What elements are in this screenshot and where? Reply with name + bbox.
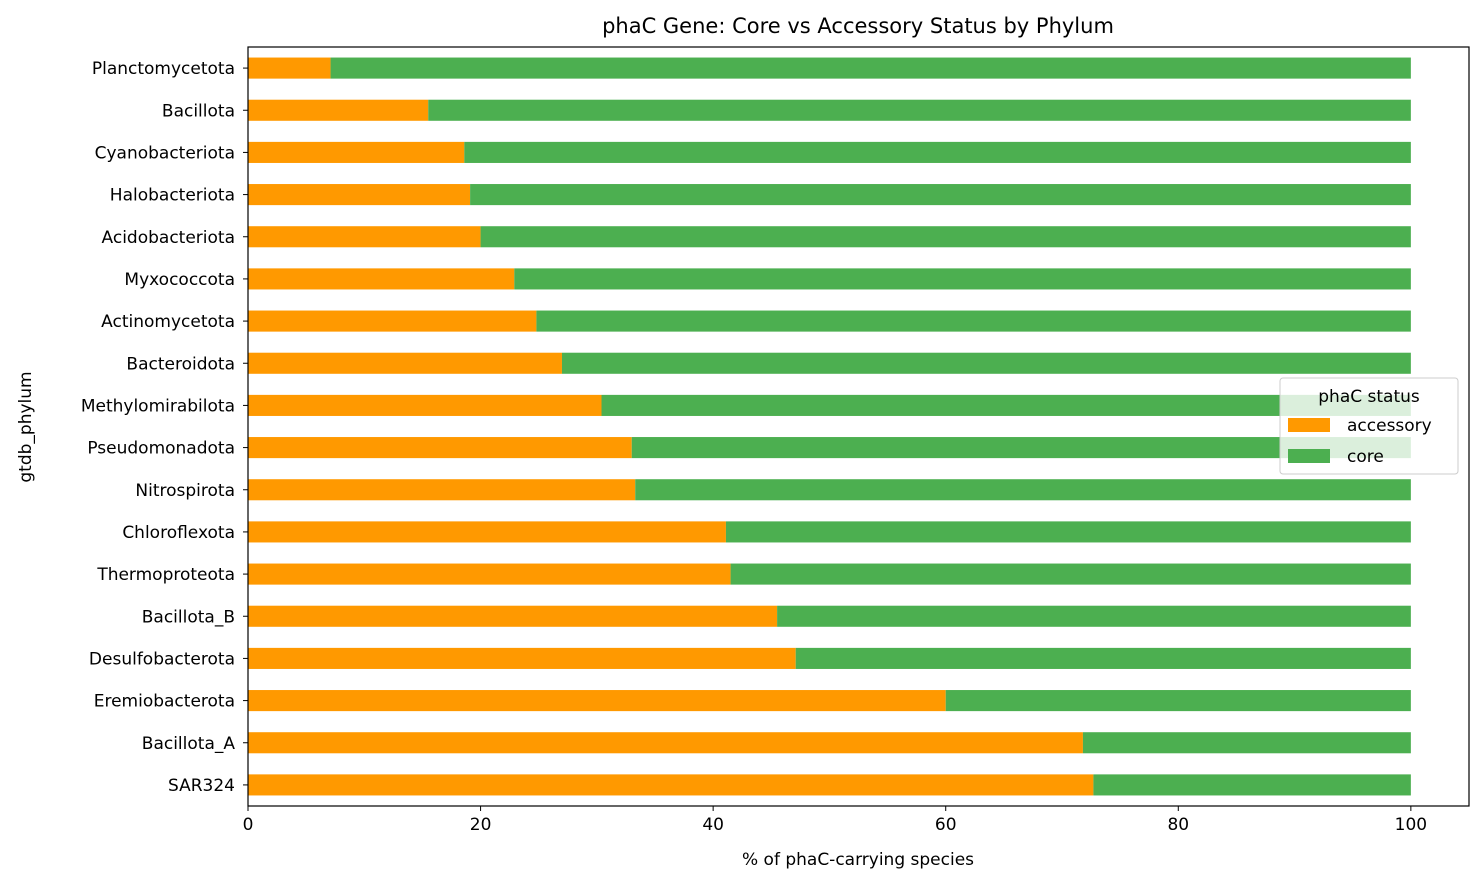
bar-accessory-Chloroflexota: [248, 521, 726, 543]
bar-core-Pseudomonadota: [631, 437, 1411, 459]
y-tick-label: Halobacteriota: [110, 186, 235, 206]
bar-core-Bacillota: [428, 99, 1411, 121]
legend-label-core: core: [1347, 447, 1384, 467]
bar-accessory-Nitrospirota: [248, 479, 636, 501]
y-tick-label: Myxococcota: [124, 270, 235, 290]
y-tick-label: SAR324: [168, 776, 235, 796]
x-tick-label: 40: [702, 815, 724, 835]
bar-accessory-Methylomirabilota: [248, 394, 602, 416]
y-tick-label: Planctomycetota: [92, 59, 235, 79]
bar-core-Bacillota_A: [1082, 732, 1411, 754]
y-tick-label: Desulfobacterota: [89, 649, 235, 669]
bar-core-SAR324: [1093, 774, 1411, 796]
bar-core-Cyanobacteriota: [464, 141, 1411, 163]
legend-title: phaC status: [1318, 387, 1420, 407]
bar-accessory-Halobacteriota: [248, 184, 471, 206]
bar-core-Methylomirabilota: [601, 394, 1411, 416]
bar-accessory-Thermoproteota: [248, 563, 731, 585]
legend: phaC status accessory core: [1279, 377, 1459, 475]
y-tick-label: Bacillota_A: [142, 734, 236, 754]
x-tick-label: 60: [935, 815, 957, 835]
x-tick-label: 100: [1395, 815, 1427, 835]
legend-swatch-core: [1288, 449, 1330, 463]
bar-core-Acidobacteriota: [480, 226, 1411, 248]
bar-accessory-Actinomycetota: [248, 310, 537, 332]
y-tick-label: Methylomirabilota: [81, 396, 235, 416]
bar-accessory-Acidobacteriota: [248, 226, 481, 248]
bar-accessory-Eremiobacterota: [248, 690, 946, 712]
y-tick-label: Cyanobacteriota: [95, 143, 235, 163]
y-axis-label: gtdb_phylum: [16, 371, 36, 482]
bar-accessory-Pseudomonadota: [248, 437, 632, 459]
x-axis-label: % of phaC-carrying species: [742, 850, 974, 870]
bar-accessory-Myxococcota: [248, 268, 515, 290]
x-tick-label: 0: [243, 815, 254, 835]
bar-accessory-Planctomycetota: [248, 57, 331, 79]
bar-core-Bacillota_B: [777, 605, 1411, 627]
bar-accessory-Desulfobacterota: [248, 647, 796, 669]
x-tick-label: 20: [470, 815, 492, 835]
y-tick-label: Bacteroidota: [126, 354, 235, 374]
bar-core-Myxococcota: [514, 268, 1411, 290]
legend-label-accessory: accessory: [1347, 416, 1432, 436]
bar-core-Planctomycetota: [330, 57, 1411, 79]
chart-title: phaC Gene: Core vs Accessory Status by P…: [602, 14, 1114, 38]
bar-core-Chloroflexota: [725, 521, 1411, 543]
y-tick-label: Nitrospirota: [135, 481, 235, 501]
y-tick-label: Chloroflexota: [122, 523, 235, 543]
bar-core-Thermoproteota: [730, 563, 1411, 585]
y-tick-label: Bacillota_B: [142, 607, 235, 627]
legend-swatch-accessory: [1288, 418, 1330, 432]
plot-frame: [247, 46, 1470, 807]
bar-core-Desulfobacterota: [795, 647, 1411, 669]
bar-accessory-SAR324: [248, 774, 1094, 796]
bar-core-Halobacteriota: [470, 184, 1411, 206]
bar-accessory-Bacillota: [248, 99, 429, 121]
y-tick-label: Actinomycetota: [101, 312, 235, 332]
bar-core-Bacteroidota: [561, 352, 1411, 374]
bar-accessory-Bacillota_B: [248, 605, 778, 627]
y-tick-label: Acidobacteriota: [102, 228, 235, 248]
bar-accessory-Bacillota_A: [248, 732, 1083, 754]
bar-core-Actinomycetota: [536, 310, 1411, 332]
bar-accessory-Bacteroidota: [248, 352, 562, 374]
bar-accessory-Cyanobacteriota: [248, 141, 465, 163]
bar-core-Nitrospirota: [635, 479, 1411, 501]
y-tick-label: Pseudomonadota: [87, 439, 235, 459]
bar-core-Eremiobacterota: [945, 690, 1411, 712]
y-tick-label: Thermoproteota: [96, 565, 235, 585]
x-tick-label: 80: [1167, 815, 1189, 835]
y-tick-label: Bacillota: [162, 101, 235, 121]
y-tick-label: Eremiobacterota: [94, 692, 235, 712]
